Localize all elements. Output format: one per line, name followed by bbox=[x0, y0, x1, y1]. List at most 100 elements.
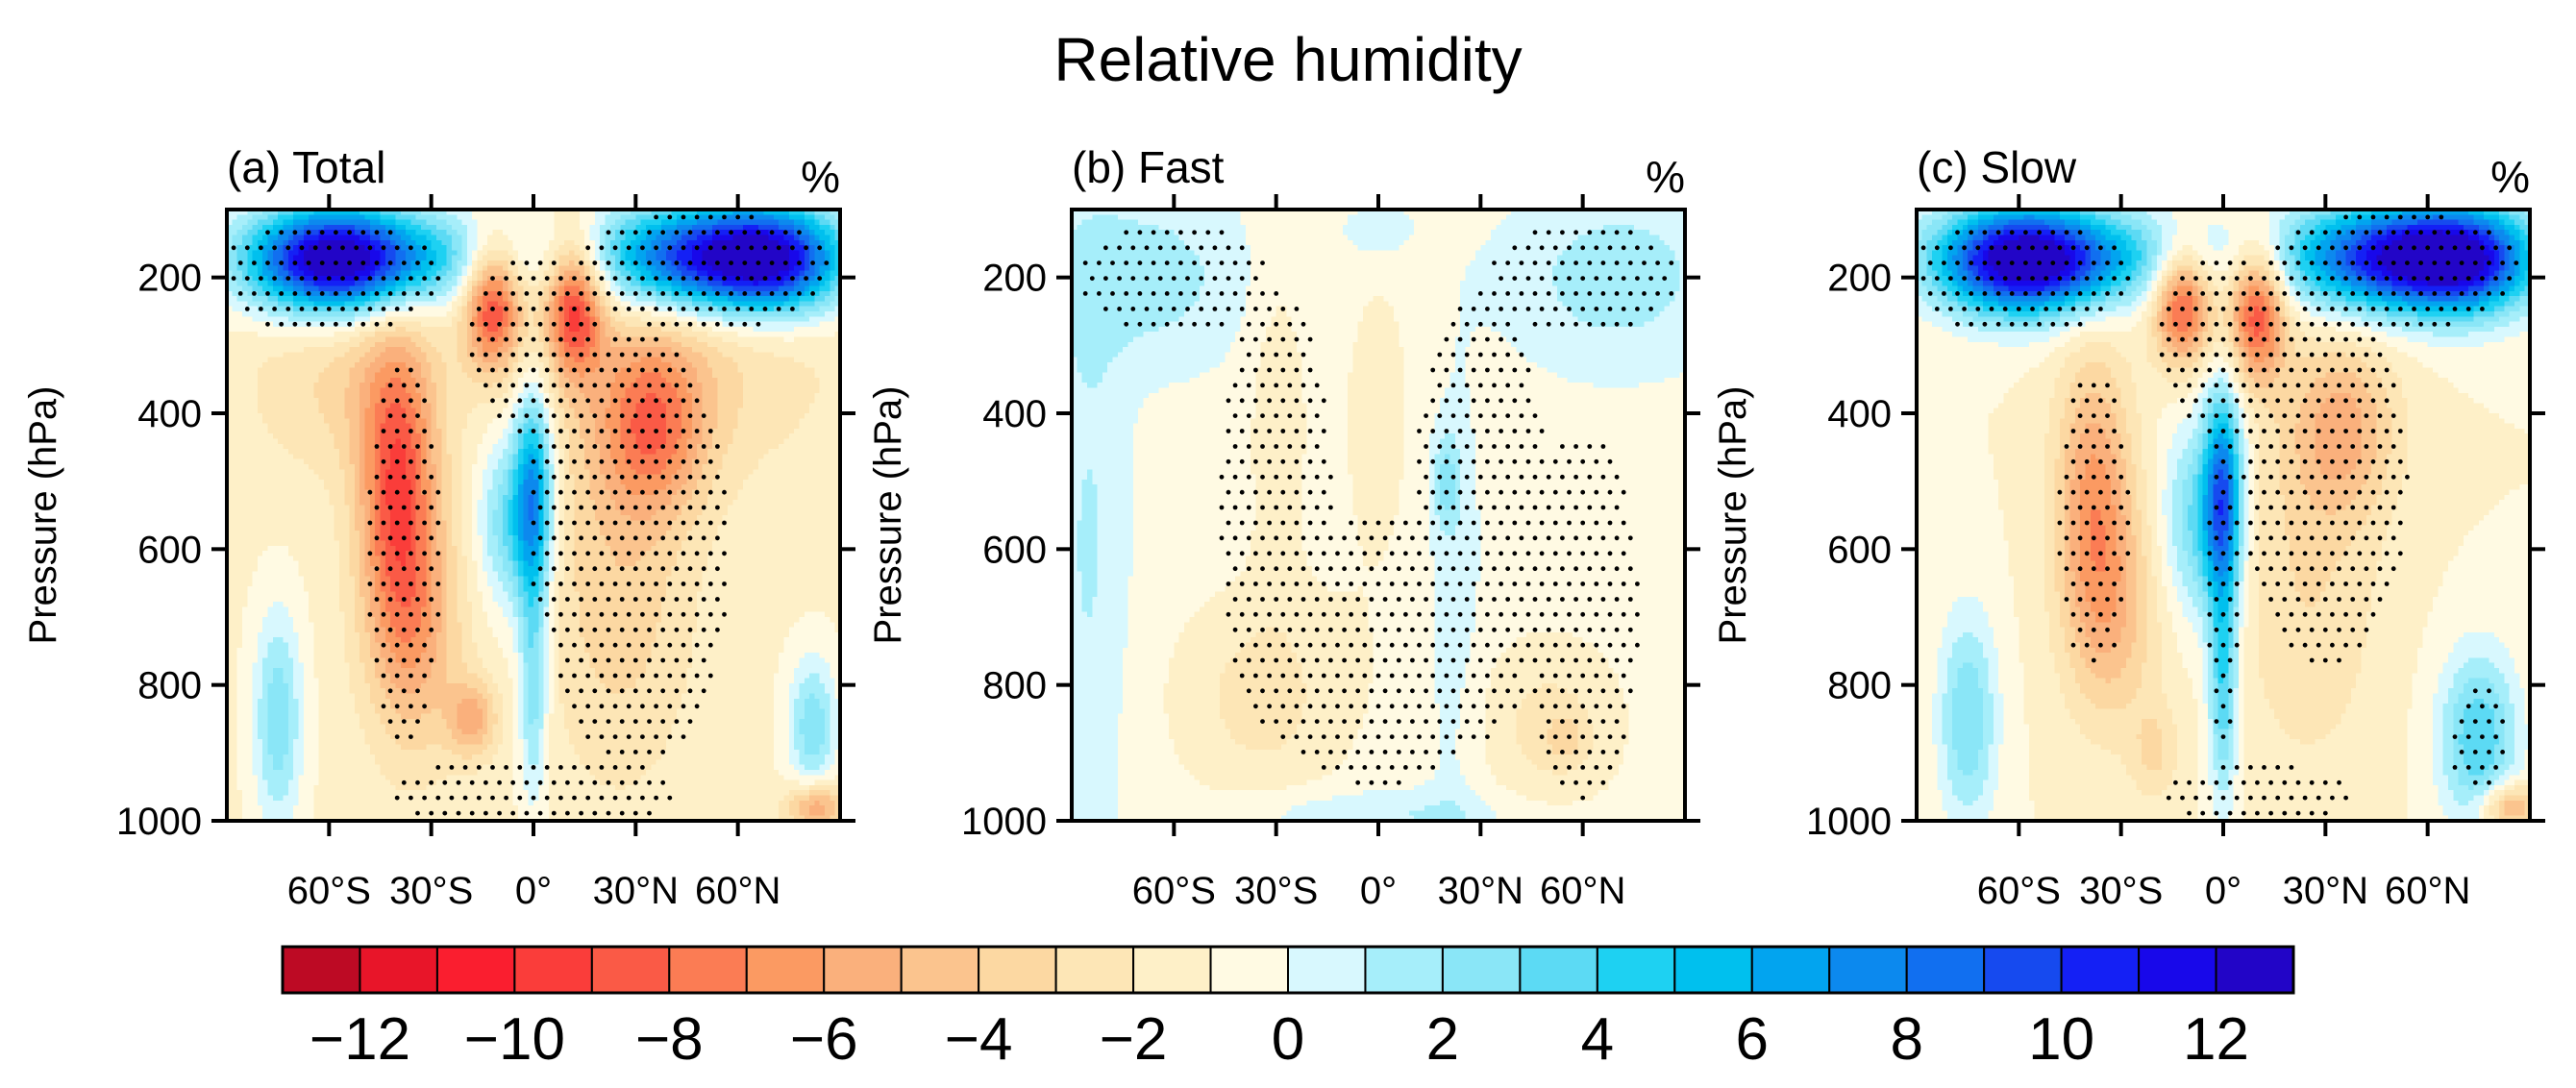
field-cell bbox=[232, 321, 238, 328]
field-cell bbox=[748, 311, 755, 317]
field-cell bbox=[503, 326, 509, 333]
field-cell bbox=[666, 270, 673, 277]
field-cell bbox=[737, 230, 744, 236]
field-cell bbox=[257, 270, 263, 277]
field-cell bbox=[318, 270, 325, 277]
field-cell bbox=[640, 362, 647, 368]
field-cell bbox=[354, 387, 360, 394]
field-cell bbox=[783, 408, 790, 414]
field-cell bbox=[757, 392, 764, 399]
field-cell bbox=[497, 265, 504, 272]
field-cell bbox=[466, 326, 473, 333]
field-cell bbox=[441, 387, 448, 394]
field-cell bbox=[671, 413, 678, 419]
field-cell bbox=[369, 326, 376, 333]
field-cell bbox=[609, 235, 616, 241]
field-cell bbox=[384, 332, 391, 338]
field-cell bbox=[543, 387, 550, 394]
field-cell bbox=[523, 311, 530, 317]
field-cell bbox=[732, 281, 739, 287]
field-cell bbox=[635, 408, 642, 414]
field-cell bbox=[589, 219, 596, 226]
field-cell bbox=[676, 230, 682, 236]
field-cell bbox=[523, 270, 530, 277]
field-cell bbox=[558, 235, 565, 241]
field-cell bbox=[278, 418, 285, 425]
field-cell bbox=[640, 311, 647, 317]
field-cell bbox=[415, 408, 422, 414]
field-cell bbox=[441, 408, 448, 414]
field-cell bbox=[702, 387, 708, 394]
field-cell bbox=[497, 332, 504, 338]
field-cell bbox=[640, 214, 647, 221]
field-cell bbox=[742, 336, 749, 343]
field-cell bbox=[318, 332, 325, 338]
field-cell bbox=[227, 301, 233, 308]
field-cell bbox=[395, 341, 402, 348]
field-cell bbox=[232, 301, 238, 308]
field-cell bbox=[426, 260, 433, 266]
field-cell bbox=[533, 290, 539, 297]
field-cell bbox=[287, 383, 294, 389]
field-cell bbox=[518, 418, 524, 425]
field-cell bbox=[569, 341, 576, 348]
field-cell bbox=[390, 316, 397, 323]
field-cell bbox=[702, 270, 708, 277]
field-cell bbox=[625, 301, 632, 308]
field-cell bbox=[384, 418, 391, 425]
field-cell bbox=[446, 311, 453, 317]
field-cell bbox=[773, 239, 780, 246]
field-cell bbox=[748, 265, 755, 272]
field-cell bbox=[262, 316, 269, 323]
field-cell bbox=[742, 392, 749, 399]
field-cell bbox=[635, 250, 642, 257]
field-cell bbox=[375, 275, 382, 282]
field-cell bbox=[441, 210, 448, 215]
field-cell bbox=[236, 239, 243, 246]
field-cell bbox=[742, 219, 749, 226]
field-cell bbox=[227, 321, 233, 328]
field-cell bbox=[686, 311, 693, 317]
field-cell bbox=[257, 403, 263, 409]
field-cell bbox=[676, 265, 682, 272]
field-cell bbox=[605, 270, 611, 277]
field-cell bbox=[538, 311, 545, 317]
field-cell bbox=[819, 281, 826, 287]
field-cell bbox=[631, 224, 636, 231]
field-cell bbox=[257, 230, 263, 236]
field-cell bbox=[267, 367, 274, 374]
field-cell bbox=[548, 357, 555, 363]
field-cell bbox=[364, 321, 371, 328]
field-cell bbox=[574, 383, 581, 389]
field-cell bbox=[645, 239, 652, 246]
field-cell bbox=[313, 235, 320, 241]
field-cell bbox=[461, 260, 468, 266]
field-cell bbox=[763, 235, 770, 241]
field-cell bbox=[406, 316, 411, 323]
field-cell bbox=[287, 285, 294, 292]
field-cell bbox=[640, 383, 647, 389]
field-cell bbox=[533, 214, 539, 221]
field-cell bbox=[589, 418, 596, 425]
field-cell bbox=[594, 398, 601, 404]
field-cell bbox=[523, 230, 530, 236]
field-cell bbox=[324, 210, 330, 215]
field-cell bbox=[640, 357, 647, 363]
field-cell bbox=[697, 255, 704, 261]
field-cell bbox=[359, 219, 366, 226]
field-cell bbox=[390, 403, 397, 409]
field-cell bbox=[757, 336, 764, 343]
field-cell bbox=[538, 347, 545, 353]
field-cell bbox=[477, 265, 483, 272]
field-cell bbox=[825, 336, 830, 343]
field-cell bbox=[344, 281, 351, 287]
field-cell bbox=[492, 336, 499, 343]
field-cell bbox=[804, 281, 810, 287]
field-cell bbox=[293, 245, 300, 251]
field-cell bbox=[293, 383, 300, 389]
field-cell bbox=[686, 265, 693, 272]
field-cell bbox=[451, 383, 458, 389]
field-cell bbox=[369, 265, 376, 272]
field-cell bbox=[554, 275, 560, 282]
field-cell bbox=[528, 362, 534, 368]
